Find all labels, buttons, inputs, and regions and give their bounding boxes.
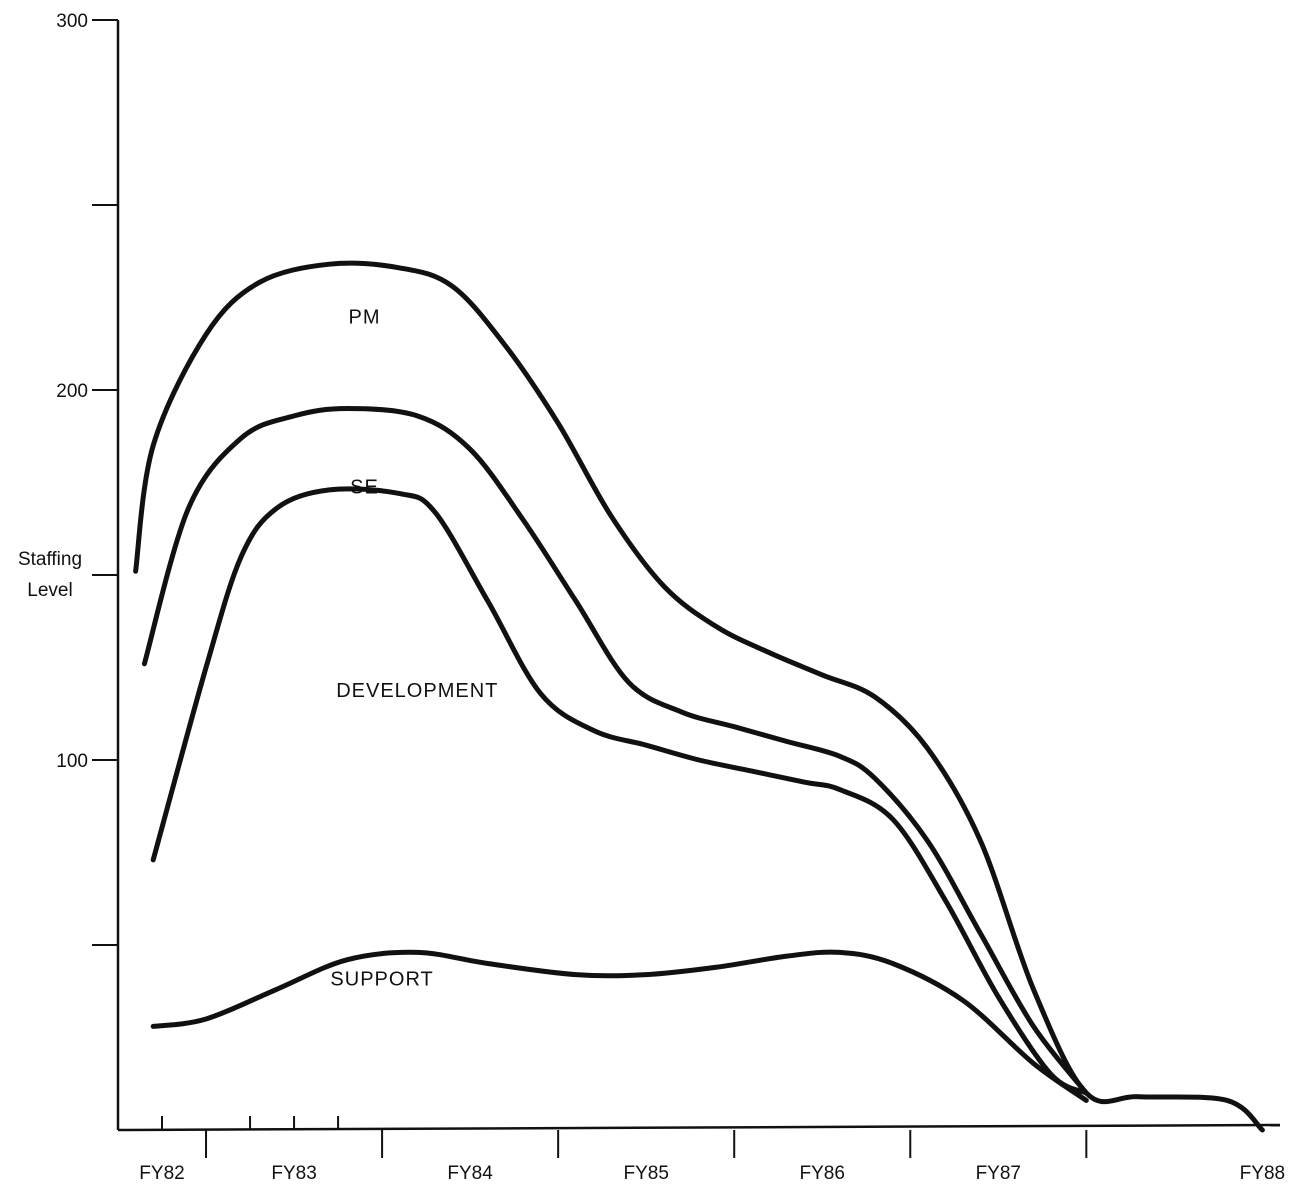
x-tick-label: FY85 (623, 1163, 668, 1184)
y-axis-label-line-1: Staffing (18, 549, 82, 570)
y-tick-label: 100 (56, 751, 88, 772)
area-label-support: SUPPORT (330, 969, 433, 991)
y-tick-label: 300 (56, 11, 88, 32)
x-tick-label: FY86 (800, 1163, 845, 1184)
x-tick-label: FY83 (271, 1163, 316, 1184)
x-tick-label: FY87 (976, 1163, 1021, 1184)
y-tick-label: 200 (56, 381, 88, 402)
y-axis-label-line-2: Level (27, 580, 72, 601)
series-lines (133, 260, 1265, 1133)
x-axis-ticks: FY82 FY83 FY84 FY85 FY86 FY87 FY88 (139, 1116, 1285, 1184)
x-tick-label: FY88 (1240, 1163, 1285, 1184)
x-axis-line (117, 1123, 1281, 1132)
series-line-se (141, 406, 1089, 1096)
area-label-se: SE (350, 477, 379, 499)
series-line-pm (133, 260, 1265, 1133)
axes (116, 20, 1281, 1132)
y-axis-ticks: 100 200 300 (56, 11, 118, 946)
series-line-support (150, 949, 1089, 1103)
area-label-development: DEVELOPMENT (336, 680, 498, 702)
x-tick-label: FY84 (447, 1163, 493, 1184)
x-tick-label: FY82 (139, 1163, 184, 1184)
area-labels: PM SE DEVELOPMENT SUPPORT (330, 306, 498, 991)
series-line-development (150, 486, 1089, 1096)
area-label-pm: PM (348, 306, 380, 328)
